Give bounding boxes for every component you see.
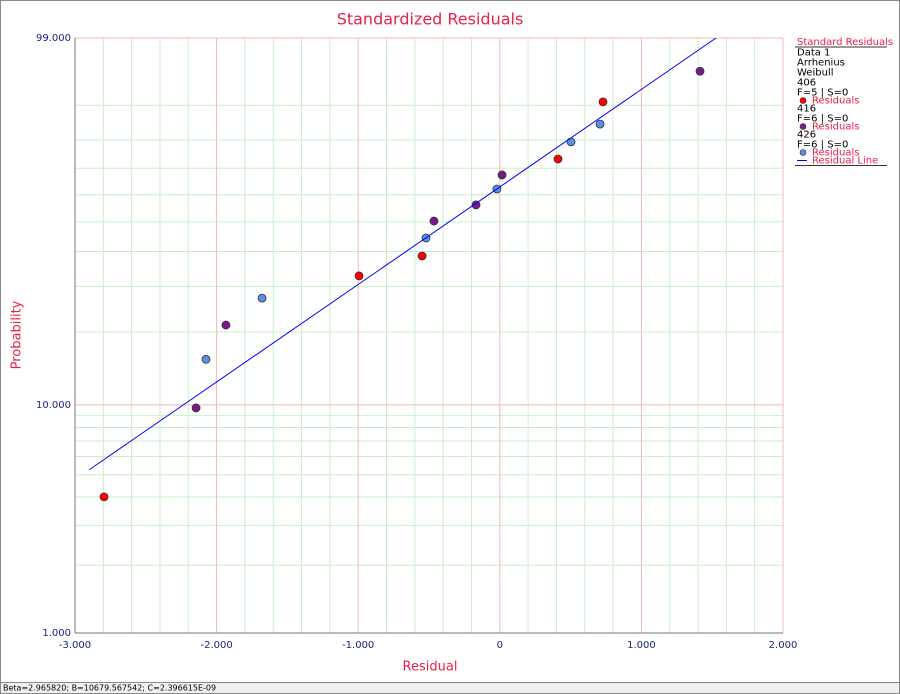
data-point xyxy=(566,137,576,147)
legend-group: 426 xyxy=(797,130,816,141)
legend-group: 406 xyxy=(797,78,816,89)
data-point xyxy=(99,492,109,502)
data-point xyxy=(553,154,563,164)
data-point xyxy=(201,354,211,364)
legend-label: Residuals xyxy=(812,148,859,159)
chart-title: Standardized Residuals xyxy=(337,10,524,29)
data-point xyxy=(497,170,507,180)
x-tick-label: 0 xyxy=(497,640,503,651)
legend-group: 416 xyxy=(797,104,816,115)
residual-line xyxy=(88,38,717,471)
x-axis-title: Residual xyxy=(403,660,458,675)
legend-title: Standard Residuals xyxy=(797,37,893,48)
legend-text: Weibull xyxy=(797,68,833,79)
x-tick-label: -3.000 xyxy=(59,640,91,651)
legend-info: F=6 | S=0 xyxy=(797,140,848,151)
data-point xyxy=(417,251,427,261)
data-point xyxy=(257,293,267,303)
y-tick-label: 1.000 xyxy=(42,628,71,639)
legend-text: Data 1 xyxy=(797,48,830,59)
data-point xyxy=(471,200,481,210)
x-tick-label: 2.000 xyxy=(769,640,798,651)
data-point xyxy=(191,403,201,413)
legend-swatch xyxy=(799,97,807,104)
y-axis-title: Probability xyxy=(10,300,25,369)
legend-text: Arrhenius xyxy=(797,58,845,69)
legend-info: F=6 | S=0 xyxy=(797,114,848,125)
x-tick-label: -2.000 xyxy=(200,640,232,651)
data-point xyxy=(595,119,605,129)
legend-info: F=5 | S=0 xyxy=(797,88,848,99)
data-point xyxy=(221,320,231,330)
data-point xyxy=(429,216,439,226)
x-tick-label: -1.000 xyxy=(342,640,374,651)
legend-swatch xyxy=(799,123,807,130)
data-point xyxy=(598,97,608,107)
legend-swatch xyxy=(799,149,807,156)
data-point xyxy=(354,271,364,281)
legend-label: Residuals xyxy=(812,122,859,133)
data-point xyxy=(695,66,705,76)
x-tick-label: 1.000 xyxy=(627,640,656,651)
legend-label: Residual Line xyxy=(812,156,878,167)
y-tick-label: 10.000 xyxy=(36,400,71,411)
legend-label: Residuals xyxy=(812,96,859,107)
y-tick-label: 99.000 xyxy=(36,33,71,44)
footer: Beta=2.965820; B=10679.567542; C=2.39661… xyxy=(3,684,216,693)
